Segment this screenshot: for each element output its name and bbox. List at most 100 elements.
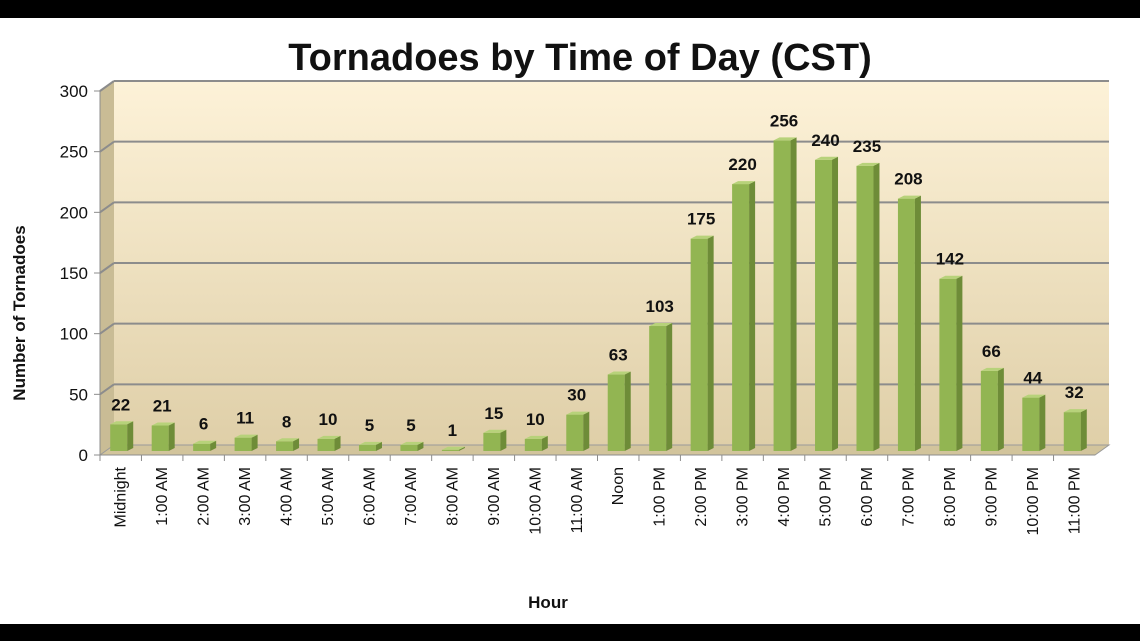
- y-axis: 0 50 100 150 200 250 300: [60, 82, 101, 465]
- bar-front: [193, 443, 211, 451]
- bar: [110, 421, 134, 451]
- y-axis-label: Number of Tornadoes: [10, 225, 29, 400]
- y-tick-label: 300: [60, 82, 88, 101]
- bar-front: [524, 438, 542, 451]
- gridline-diag: [99, 322, 115, 335]
- x-tick-label: Midnight: [113, 466, 130, 527]
- bar-side: [749, 181, 756, 452]
- y-tick-label: 100: [60, 325, 88, 344]
- x-tick-label: 5:00 PM: [818, 467, 835, 527]
- bar-side: [251, 434, 258, 451]
- bar-front: [773, 140, 791, 451]
- data-label: 66: [982, 342, 1001, 361]
- x-tick-label: 6:00 PM: [859, 467, 876, 527]
- bar-side: [790, 137, 797, 451]
- bar-side: [666, 323, 673, 451]
- bar: [193, 440, 217, 451]
- data-label: 10: [319, 410, 338, 429]
- data-label: 220: [728, 155, 756, 174]
- y-tick-label: 50: [69, 385, 88, 404]
- bar-side: [1039, 394, 1046, 451]
- data-label: 32: [1065, 383, 1084, 402]
- bar-top: [1063, 409, 1087, 413]
- x-tick-label: 1:00 AM: [154, 467, 171, 526]
- data-label: 21: [153, 397, 172, 416]
- x-tick-label: 10:00 PM: [1025, 467, 1042, 535]
- bar-front: [400, 444, 418, 451]
- x-axis-label: Hour: [528, 593, 568, 612]
- gridline-diag: [99, 383, 115, 396]
- bar-top: [151, 422, 175, 426]
- bar-side: [334, 435, 341, 451]
- bar: [773, 137, 797, 451]
- bar-side: [168, 422, 175, 451]
- y-tick-label: 150: [60, 264, 88, 283]
- data-label: 44: [1023, 369, 1042, 388]
- bar: [1022, 394, 1046, 451]
- bar-front: [897, 198, 915, 451]
- gridline-diag: [99, 80, 115, 92]
- bar: [524, 435, 548, 451]
- data-label: 256: [770, 111, 798, 130]
- bar: [151, 422, 175, 451]
- data-label: 11: [236, 409, 254, 428]
- bar-top: [317, 435, 341, 439]
- bar-top: [566, 411, 590, 415]
- x-tick-label: 8:00 PM: [942, 467, 959, 527]
- bar-top: [690, 235, 714, 239]
- x-tick-label: 10:00 AM: [527, 467, 544, 535]
- bar-front: [607, 374, 625, 451]
- bar-front: [690, 238, 708, 451]
- bar: [815, 156, 839, 452]
- bar-side: [707, 235, 714, 451]
- gridline-diag: [99, 201, 115, 214]
- bar-front: [483, 432, 501, 451]
- data-label: 22: [111, 395, 130, 414]
- bar-front: [441, 449, 459, 451]
- bar-front: [358, 444, 376, 451]
- data-label: 175: [687, 210, 715, 229]
- data-label: 1: [448, 421, 457, 440]
- bar: [607, 371, 631, 451]
- bar-side: [210, 440, 217, 451]
- bar-front: [856, 165, 874, 451]
- x-tick-label: 8:00 AM: [444, 467, 461, 526]
- bar-front: [649, 326, 667, 451]
- bar-side: [293, 438, 300, 451]
- data-label: 15: [484, 404, 503, 423]
- bar-top: [441, 446, 465, 450]
- x-tick-label: 1:00 PM: [652, 467, 669, 527]
- bar: [317, 435, 341, 451]
- bar-top: [773, 137, 797, 141]
- x-tick-label: 9:00 PM: [983, 467, 1000, 527]
- bar-front: [1022, 397, 1040, 451]
- bars: [110, 137, 1087, 452]
- y-tick-label: 200: [60, 203, 88, 222]
- x-tick-label: 3:00 AM: [237, 467, 254, 526]
- x-tick-label: 7:00 AM: [403, 467, 420, 526]
- data-label: 142: [936, 250, 964, 269]
- bar-top: [276, 438, 300, 442]
- bar-top: [607, 371, 631, 375]
- data-label: 30: [567, 386, 586, 405]
- bar: [980, 367, 1004, 451]
- data-label: 8: [282, 412, 291, 431]
- bar-top: [524, 435, 548, 439]
- bar: [939, 275, 963, 451]
- bar-side: [583, 411, 590, 451]
- bar: [566, 411, 590, 451]
- x-axis: Midnight 1:00 AM 2:00 AM 3:00 AM 4:00 AM 5:00…: [99, 454, 1095, 535]
- bar: [400, 441, 424, 451]
- bar-front: [234, 437, 252, 451]
- y-tick-label: 250: [60, 143, 88, 162]
- y-tick-label: 0: [79, 446, 88, 465]
- bar: [234, 434, 258, 451]
- gridline-diag: [99, 262, 115, 274]
- gridline-diag: [99, 140, 115, 153]
- bar-side: [458, 446, 465, 451]
- bar-front: [566, 414, 584, 451]
- x-tick-label: 11:00 AM: [569, 467, 586, 533]
- chart: Tornadoes by Time of Day (CST) Number of…: [10, 37, 1111, 612]
- bar: [690, 235, 714, 451]
- bar-front: [151, 425, 169, 451]
